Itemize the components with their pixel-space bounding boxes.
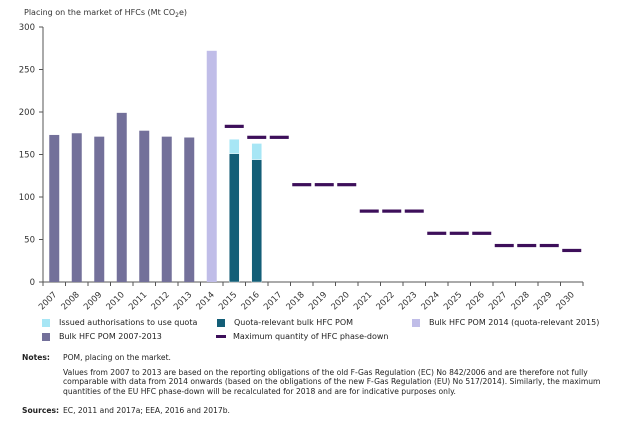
- bar-issued-authorisations-to-use-quota-2015: [229, 138, 240, 154]
- phase-down-level-2016: [247, 135, 267, 139]
- x-tick-label: 2027: [487, 290, 509, 312]
- x-tick-label: 2028: [509, 290, 531, 312]
- phase-down-level-2017: [269, 135, 289, 139]
- x-tick-label: 2024: [419, 290, 441, 312]
- phase-down-level-2027: [494, 243, 514, 248]
- x-tick-label: 2023: [397, 290, 419, 312]
- legend-swatch: [42, 332, 50, 341]
- bar-bulk-hfc-pom-2007-2013-2013: [184, 137, 195, 282]
- x-tick-label: 2016: [239, 290, 261, 312]
- legend-label: Maximum quantity of HFC phase-down: [233, 332, 389, 341]
- notes-section: Notes: POM, placing on the market. Value…: [22, 353, 622, 421]
- phase-down-level-2020: [337, 183, 357, 187]
- bar-bulk-hfc-pom-2007-2013-2009: [94, 136, 105, 282]
- legend-item-phase-down: Maximum quantity of HFC phase-down: [216, 332, 388, 341]
- x-tick-label: 2014: [194, 290, 216, 312]
- x-tick-label: 2007: [37, 290, 59, 312]
- notes-line: Values from 2007 to 2013 are based on th…: [63, 367, 601, 396]
- x-tick-label: 2015: [217, 290, 239, 312]
- bar-bulk-hfc-pom-2007-2013-2010: [116, 112, 127, 282]
- phase-down-level-2019: [314, 183, 334, 187]
- sources-label: Sources:: [22, 406, 60, 415]
- bar-bulk-hfc-pom-2007-2013-2007: [49, 134, 60, 282]
- bar-bulk-hfc-pom-2014-quota-relevant-2015--2014: [206, 50, 217, 282]
- x-tick-label: 2021: [352, 290, 374, 312]
- x-tick-label: 2025: [442, 290, 464, 312]
- x-tick-label: 2022: [374, 290, 396, 312]
- bar-bulk-hfc-pom-2007-2013-2011: [139, 130, 150, 282]
- bars: [49, 50, 262, 283]
- phase-down-level-2030: [562, 248, 582, 253]
- legend-line-swatch: [216, 335, 226, 338]
- x-tick-label: 2013: [172, 290, 194, 312]
- bar-bulk-hfc-pom-2007-2013-2012: [161, 136, 172, 282]
- phase-down-level-2023: [404, 209, 424, 213]
- legend-label: Issued authorisations to use quota: [59, 318, 198, 327]
- x-tick-label: 2008: [59, 290, 81, 312]
- y-tick-label: 100: [19, 193, 35, 203]
- x-tick-label: 2012: [149, 290, 171, 312]
- legend-item-issued-authorisations: Issued authorisations to use quota: [42, 318, 197, 327]
- bar-quota-relevant-bulk-hfc-pom-2016: [251, 159, 262, 283]
- y-tick-label: 0: [30, 278, 35, 288]
- x-tick-label: 2020: [329, 290, 351, 312]
- phase-down-level-2024: [427, 231, 447, 235]
- y-tick-label: 300: [19, 23, 35, 33]
- legend-swatch: [412, 318, 420, 327]
- y-tick-label: 200: [19, 108, 35, 118]
- y-tick-label: 50: [24, 236, 35, 246]
- x-axis: 2007 2008 2009 2010 2011 2012 2013 2014 2015 2016…: [37, 281, 584, 312]
- sources-row: Sources: EC, 2011 and 2017a; EEA, 2016 a…: [22, 406, 622, 416]
- sources-text: EC, 2011 and 2017a; EEA, 2016 and 2017b.: [63, 406, 230, 415]
- phase-down-level-2022: [382, 209, 402, 213]
- x-tick-label: 2029: [532, 290, 554, 312]
- x-tick-label: 2009: [82, 290, 104, 312]
- bar-quota-relevant-bulk-hfc-pom-2015: [229, 153, 240, 283]
- phase-down-level-2021: [359, 209, 379, 213]
- hfc-chart: Placing on the market of HFCs (Mt CO2e) …: [19, 8, 584, 312]
- x-tick-label: 2030: [554, 290, 576, 312]
- legend-swatch: [42, 318, 50, 327]
- y-axis: 0 50 100 150 200 250 300: [19, 23, 44, 288]
- bar-issued-authorisations-to-use-quota-2016: [251, 143, 262, 160]
- phase-down-level-2018: [292, 183, 312, 187]
- x-tick-label: 2026: [464, 290, 486, 312]
- legend-swatch: [217, 318, 225, 327]
- x-tick-label: 2011: [127, 290, 149, 312]
- x-tick-label: 2010: [104, 290, 126, 312]
- x-tick-label: 2018: [284, 290, 306, 312]
- x-tick-label: 2017: [262, 290, 284, 312]
- notes-label: Notes:: [22, 353, 50, 362]
- phase-down-level-2025: [449, 231, 469, 235]
- phase-down-level-2015: [224, 124, 244, 128]
- phase-down-level-2028: [517, 243, 537, 248]
- y-tick-label: 250: [19, 66, 35, 76]
- phase-down-level-2029: [539, 243, 559, 248]
- legend-item-bulk-2007-2013: Bulk HFC POM 2007-2013: [42, 332, 162, 341]
- notes-row: Notes: POM, placing on the market. Value…: [22, 353, 622, 401]
- x-tick-label: 2019: [307, 290, 329, 312]
- notes-line: POM, placing on the market.: [63, 353, 171, 362]
- legend-label: Quota-relevant bulk HFC POM: [234, 318, 354, 327]
- legend-item-bulk-2014: Bulk HFC POM 2014 (quota-relevant 2015): [412, 318, 599, 327]
- legend-label: Bulk HFC POM 2007-2013: [59, 332, 162, 341]
- phase-down-levels: [224, 124, 582, 253]
- phase-down-level-2026: [472, 231, 492, 235]
- bar-bulk-hfc-pom-2007-2013-2008: [71, 133, 82, 282]
- y-axis-title: Placing on the market of HFCs (Mt CO2e): [24, 8, 187, 19]
- legend-label: Bulk HFC POM 2014 (quota-relevant 2015): [429, 318, 600, 327]
- y-tick-label: 150: [19, 151, 35, 161]
- legend-item-quota-relevant: Quota-relevant bulk HFC POM: [217, 318, 353, 327]
